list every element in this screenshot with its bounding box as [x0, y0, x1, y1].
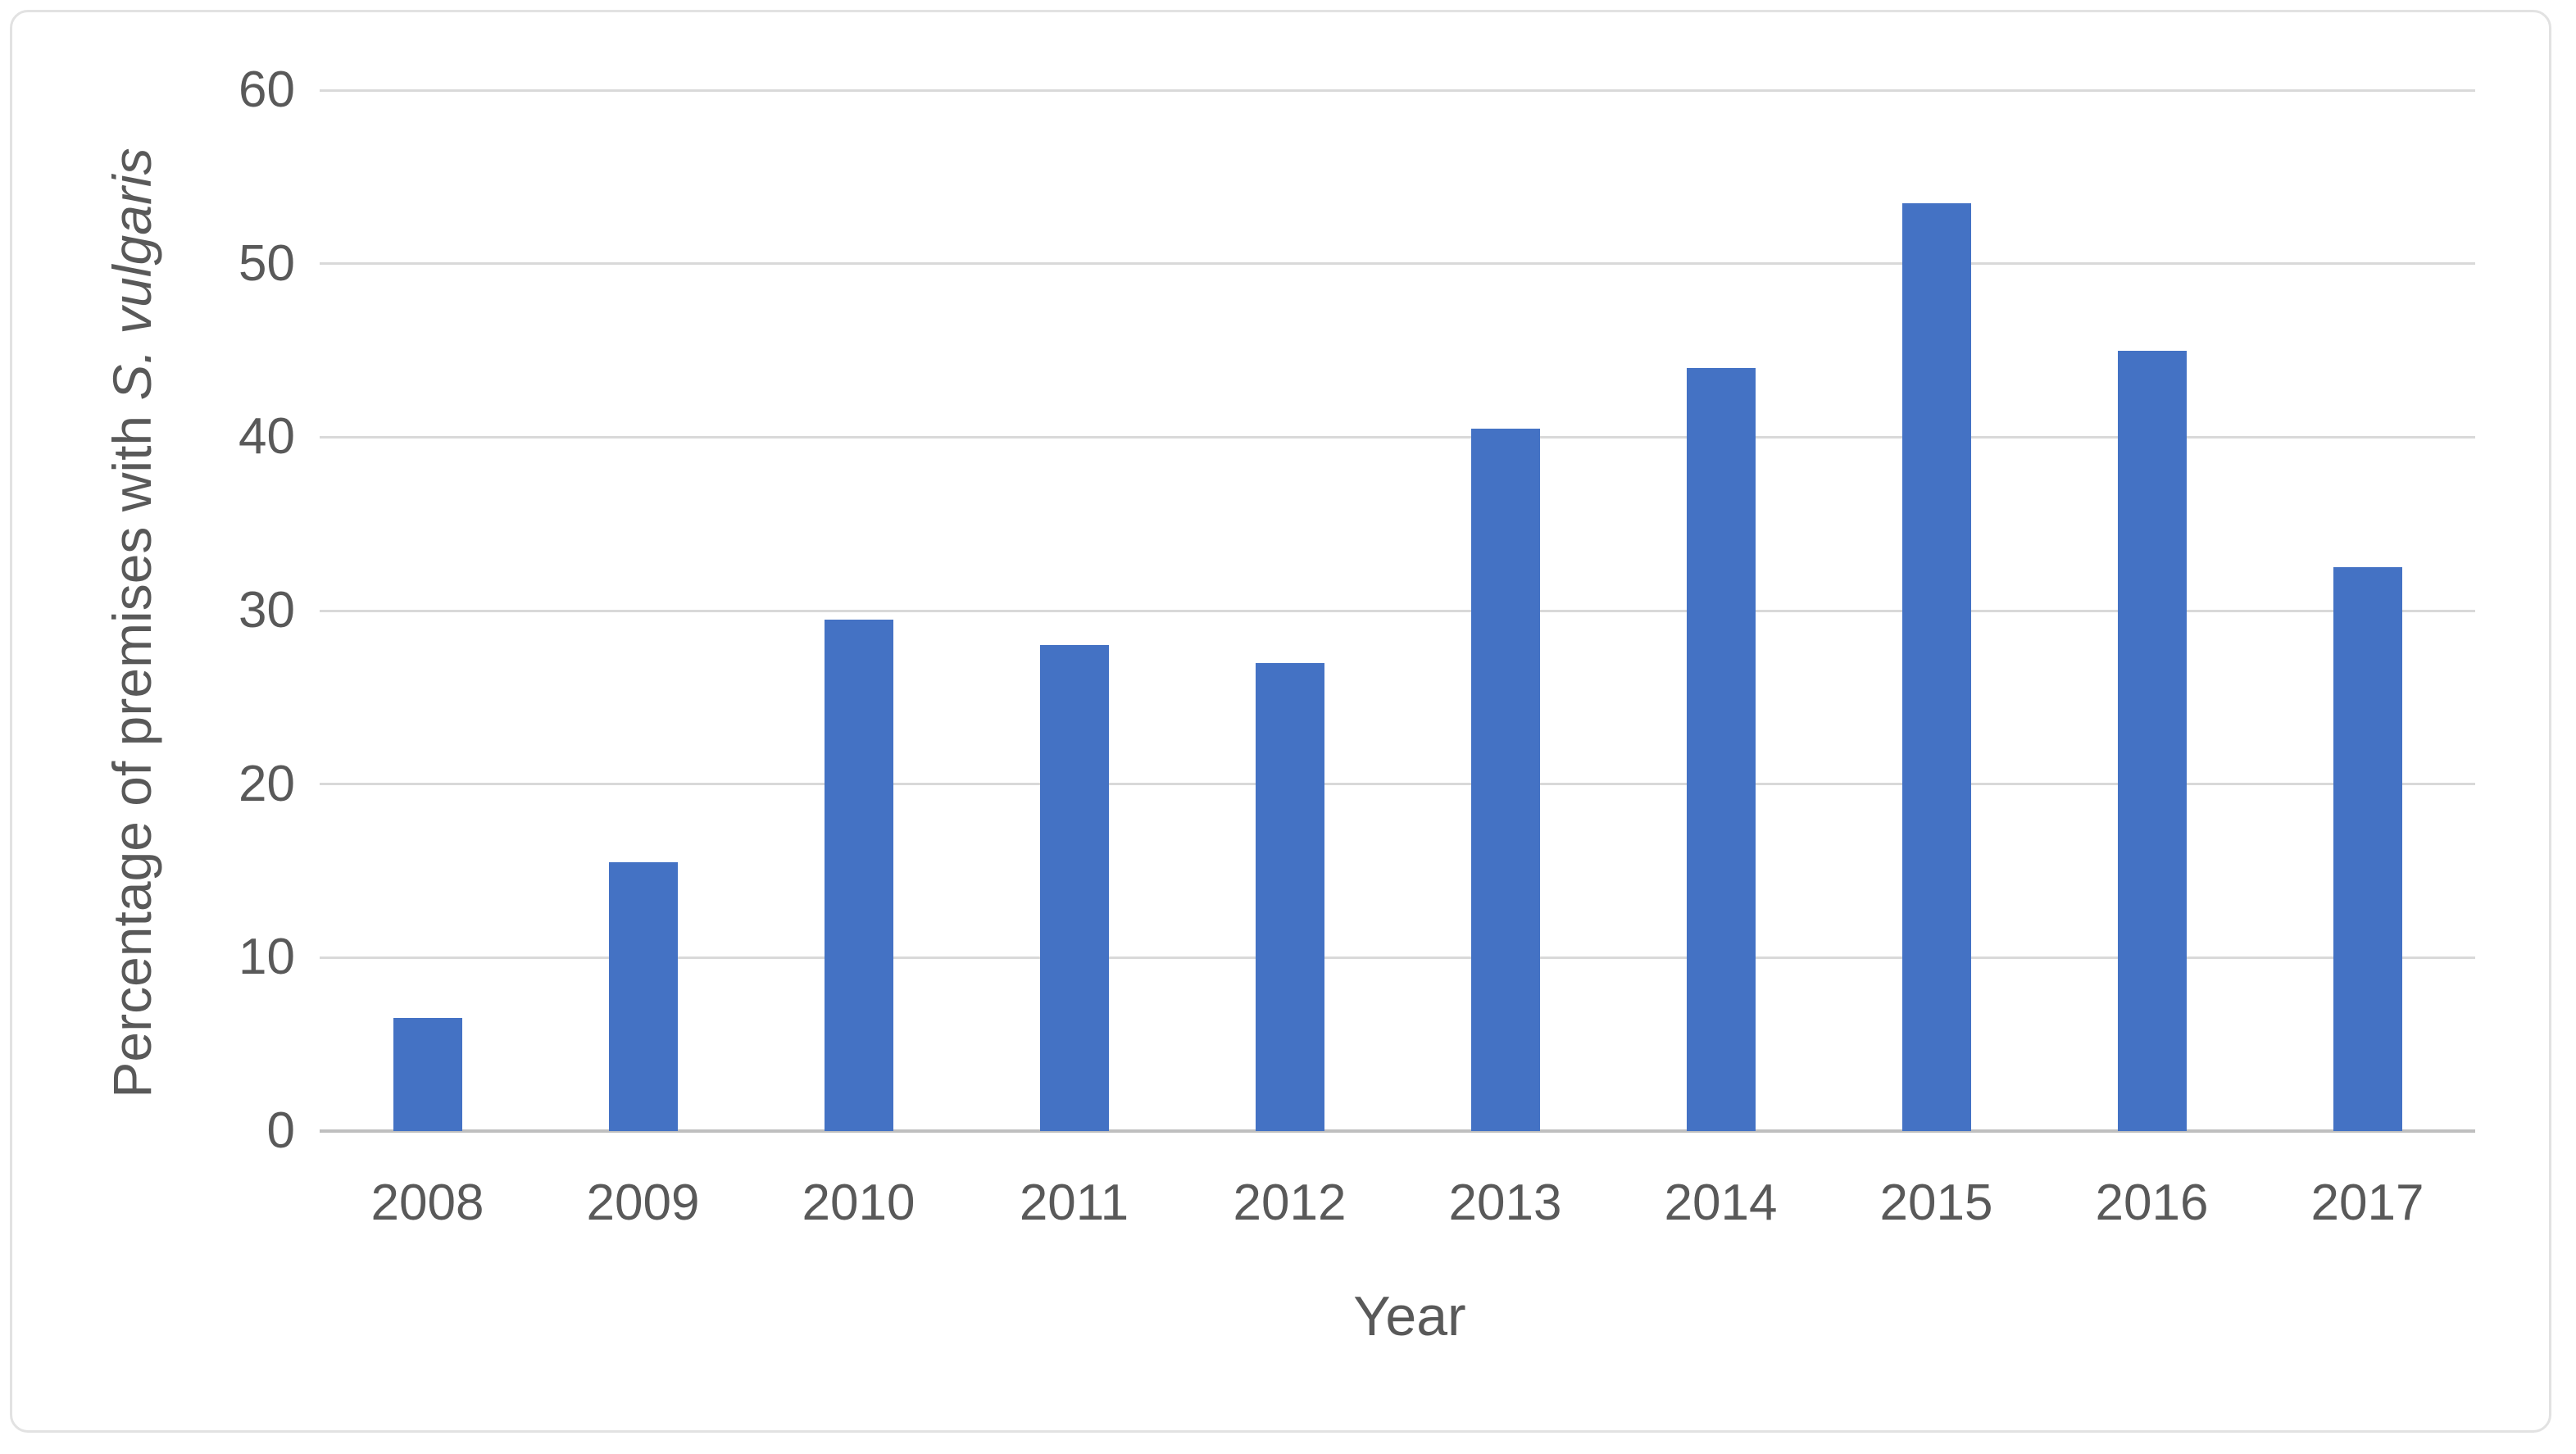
x-tick-label-2011: 2011	[1019, 1175, 1129, 1231]
bar-2016	[2117, 350, 2187, 1131]
y-axis-title-text: Percentage of premises with	[102, 400, 162, 1098]
x-axis-line	[320, 1129, 2475, 1133]
x-tick-label-2015: 2015	[1879, 1175, 1993, 1231]
x-tick-label-2009: 2009	[586, 1175, 700, 1231]
bar-2017	[2333, 567, 2402, 1131]
y-tick-label-60: 60	[239, 61, 295, 118]
x-tick-label-2008: 2008	[370, 1175, 484, 1231]
bar-2013	[1470, 428, 1540, 1131]
y-tick-label-40: 40	[239, 408, 295, 466]
y-tick-label-20: 20	[239, 755, 295, 812]
y-tick-label-0: 0	[266, 1102, 295, 1159]
x-tick-label-2010: 2010	[802, 1175, 915, 1231]
y-tick-label-50: 50	[239, 234, 295, 292]
bar-2015	[1901, 202, 1971, 1131]
bar-2008	[393, 1018, 462, 1131]
x-tick-label-2013: 2013	[1448, 1175, 1562, 1231]
x-tick-label-2012: 2012	[1233, 1175, 1347, 1231]
y-tick-label-30: 30	[239, 582, 295, 638]
bar-2009	[608, 861, 678, 1131]
gridline-30	[320, 609, 2475, 612]
x-tick-label-2017: 2017	[2310, 1175, 2424, 1231]
x-axis-title: Year	[1353, 1285, 1466, 1347]
x-tick-label-2014: 2014	[1664, 1175, 1778, 1231]
x-tick-label-2016: 2016	[2095, 1175, 2209, 1231]
gridline-40	[320, 435, 2475, 438]
bar-2010	[824, 619, 893, 1131]
y-tick-label-10: 10	[239, 929, 295, 986]
gridline-60	[320, 89, 2475, 92]
bar-2014	[1686, 367, 1756, 1131]
gridline-50	[320, 262, 2475, 266]
gridline-10	[320, 956, 2475, 959]
gridline-20	[320, 783, 2475, 786]
bar-2012	[1255, 662, 1324, 1131]
bar-2011	[1039, 645, 1109, 1131]
